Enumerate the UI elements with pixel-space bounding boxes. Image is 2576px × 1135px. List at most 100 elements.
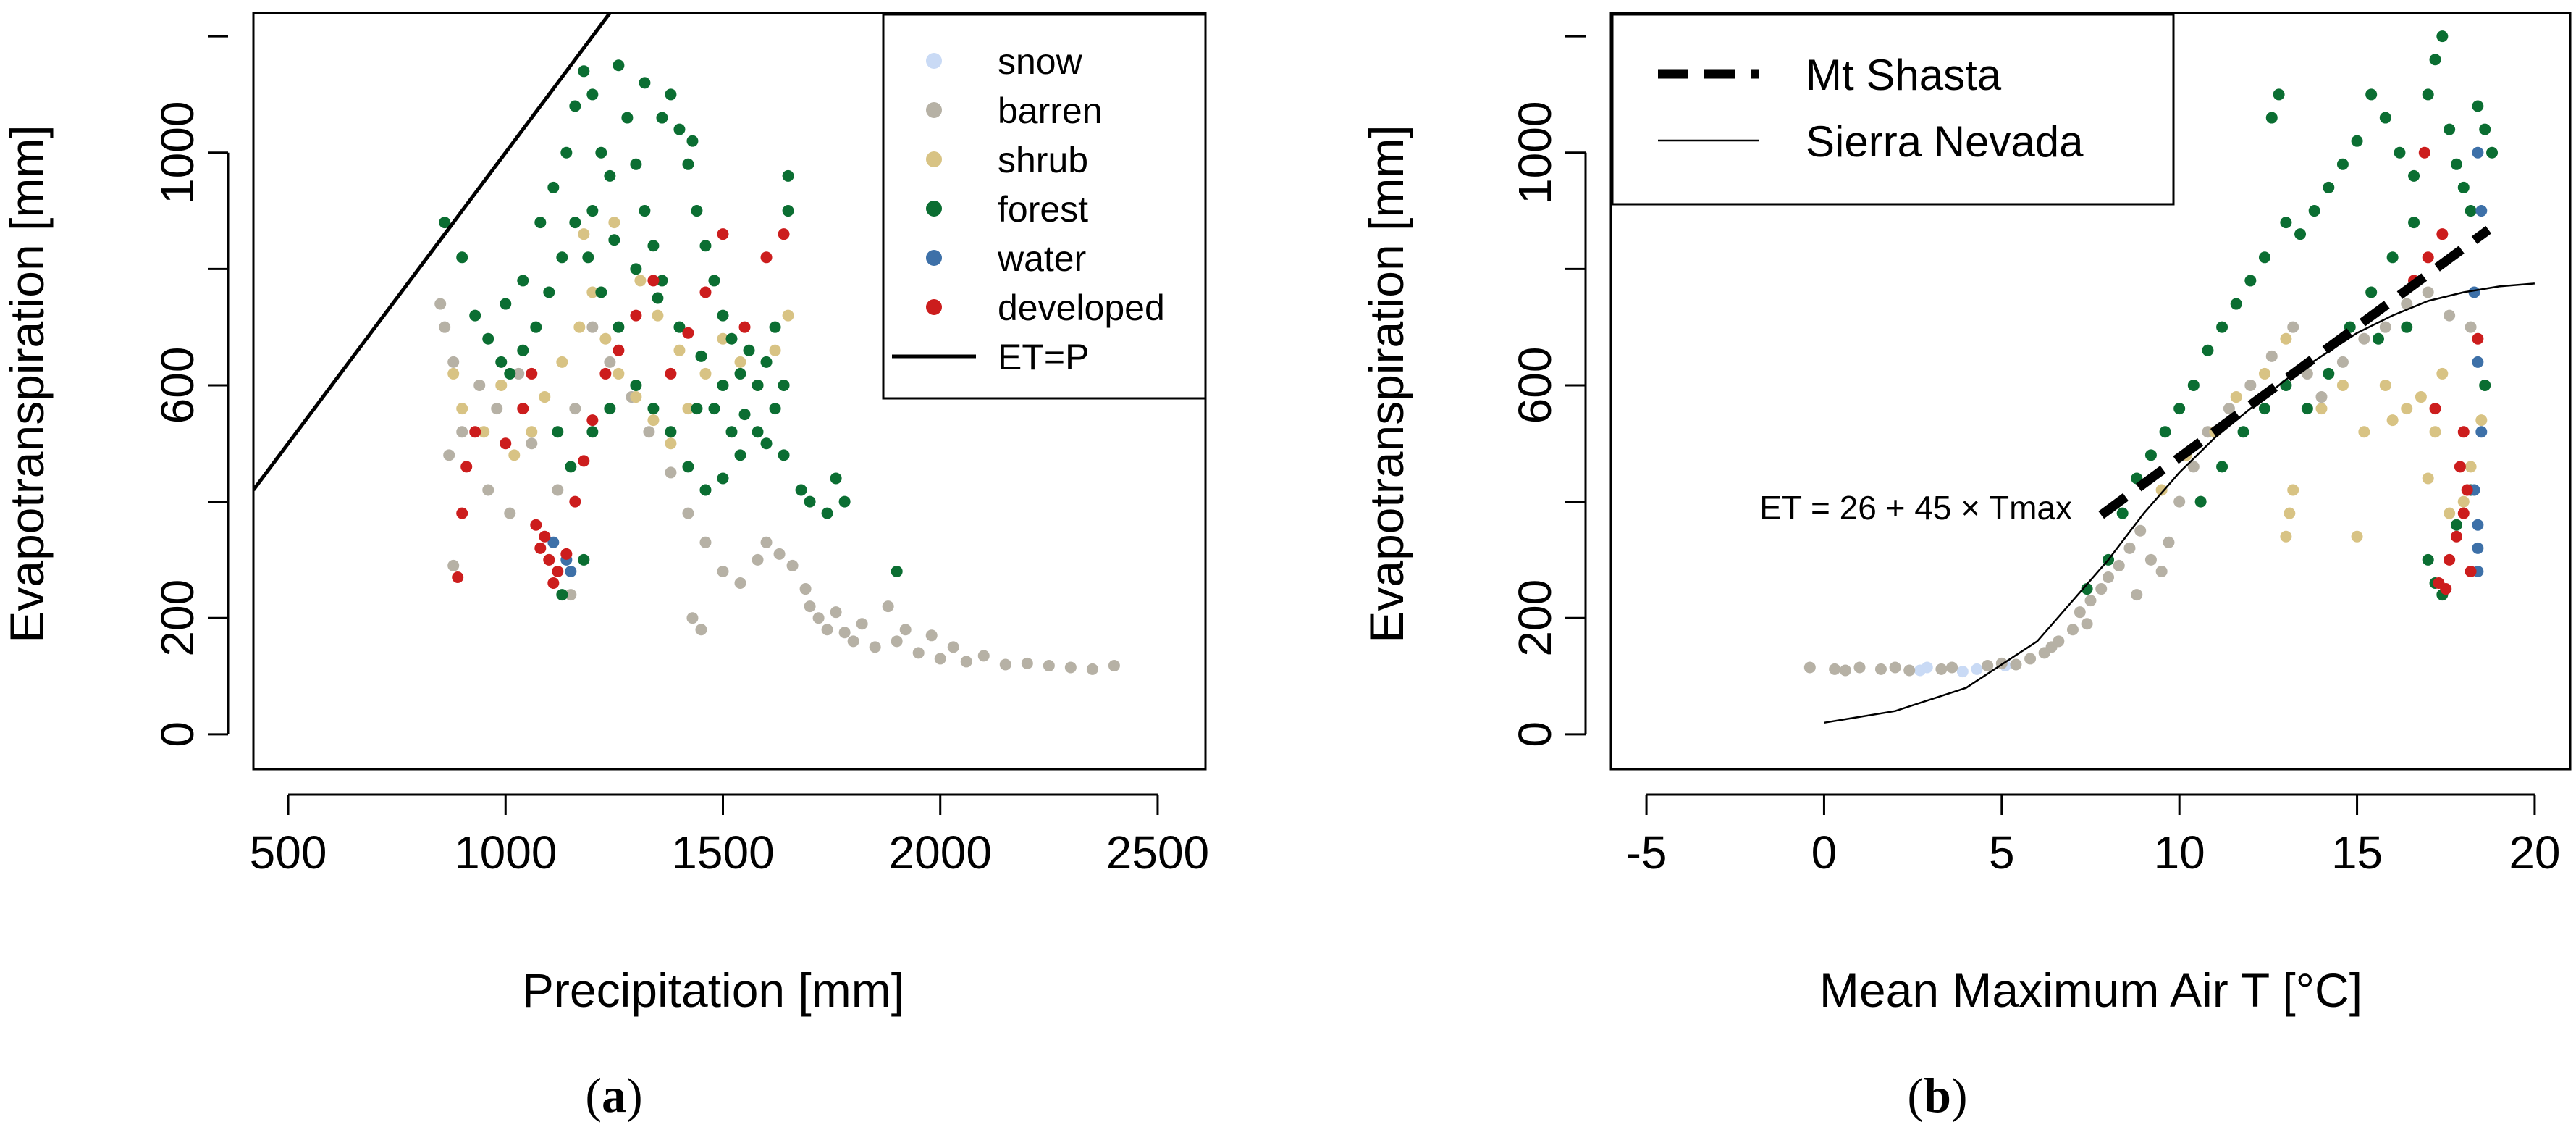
panel-a-point-forest bbox=[647, 240, 660, 252]
panel-a-point-forest bbox=[717, 379, 729, 391]
panel-b-point-forest bbox=[2408, 217, 2420, 229]
panel-a-point-water bbox=[547, 536, 560, 548]
panel-a-point-forest bbox=[586, 426, 599, 438]
panel-b-point-forest bbox=[2336, 158, 2349, 170]
panel-a-x-tick-label: 1000 bbox=[454, 826, 557, 879]
panel-b-point-barren bbox=[2095, 583, 2108, 595]
panel-a-legend-marker-barren bbox=[926, 102, 942, 118]
panel-b-point-shrub bbox=[2457, 495, 2470, 508]
panel-b-point-forest bbox=[2194, 495, 2207, 508]
panel-a-point-developed bbox=[682, 327, 694, 339]
panel-b-point-developed bbox=[2472, 332, 2484, 345]
panel-b-point-barren bbox=[2163, 536, 2175, 548]
panel-a-point-forest bbox=[838, 495, 851, 508]
panel-a-point-developed bbox=[569, 495, 581, 508]
panel-b-point-shrub bbox=[2415, 391, 2427, 403]
panel-a-point-shrub bbox=[717, 332, 729, 345]
panel-a-point-barren bbox=[482, 484, 494, 496]
panel-a-x-tick-label: 500 bbox=[250, 826, 327, 879]
panel-a-point-forest bbox=[630, 158, 642, 170]
panel-b-x-tick-label: -5 bbox=[1626, 826, 1667, 879]
panel-a-point-forest bbox=[534, 217, 547, 229]
panel-a-point-forest bbox=[560, 146, 573, 159]
panel-a-point-forest bbox=[695, 350, 707, 362]
panel-b-point-snow bbox=[1956, 666, 1969, 678]
panel-a-point-forest bbox=[500, 298, 512, 310]
panel-b-point-forest bbox=[2429, 54, 2441, 66]
panel-a-point-barren bbox=[847, 635, 859, 648]
panel-b-point-developed bbox=[2457, 426, 2470, 438]
panel-a-point-barren bbox=[513, 367, 525, 380]
panel-a-point-forest bbox=[782, 205, 794, 217]
panel-b-point-forest bbox=[2386, 251, 2399, 264]
panel-b-legend-label-sierra-nevada: Sierra Nevada bbox=[1806, 117, 2084, 166]
panel-b-x-tick-label: 20 bbox=[2509, 826, 2560, 879]
panel-b-label-close: ) bbox=[1951, 1068, 1968, 1123]
panel-b-point-shrub bbox=[2280, 530, 2292, 543]
panel-a-x-axis-label: Precipitation [mm] bbox=[522, 963, 904, 1017]
panel-b-point-forest bbox=[2465, 205, 2477, 217]
panel-b-label-open: ( bbox=[1907, 1068, 1924, 1123]
panel-b-point-developed bbox=[2461, 484, 2473, 496]
panel-a-legend-label-forest: forest bbox=[998, 189, 1088, 230]
panel-b-point-barren bbox=[2045, 641, 2058, 653]
panel-a-point-barren bbox=[586, 321, 599, 333]
panel-a-point-forest bbox=[769, 403, 781, 415]
panel-b-point-developed bbox=[2422, 251, 2434, 264]
panel-a-point-shrub bbox=[699, 367, 712, 380]
panel-b-point-forest bbox=[2202, 344, 2214, 356]
panel-b-point-barren bbox=[2173, 495, 2186, 508]
panel-a-point-shrub bbox=[573, 321, 586, 333]
panel-a-point-forest bbox=[578, 65, 590, 78]
panel-a-point-barren bbox=[1064, 661, 1077, 674]
panel-a-point-barren bbox=[491, 403, 503, 415]
panel-b-point-forest bbox=[2159, 426, 2171, 438]
panel-b-point-developed bbox=[2433, 577, 2445, 590]
panel-a-point-barren bbox=[473, 379, 486, 391]
panel-a-point-developed bbox=[578, 455, 590, 467]
panel-b-point-barren bbox=[1903, 664, 1916, 677]
panel-a-point-forest bbox=[582, 251, 594, 264]
panel-a-point-forest bbox=[578, 553, 590, 566]
panel-a-point-forest bbox=[595, 286, 607, 298]
panel-b-point-water bbox=[2475, 205, 2488, 217]
panel-a-point-forest bbox=[556, 589, 568, 601]
panel-a-point-developed bbox=[543, 553, 555, 566]
panel-a-point-forest bbox=[543, 286, 555, 298]
panel-b-point-barren bbox=[2223, 403, 2235, 415]
panel-a-point-barren bbox=[1043, 660, 1055, 672]
panel-b-point-forest bbox=[2216, 321, 2228, 333]
panel-a-point-forest bbox=[769, 321, 781, 333]
panel-a-point-shrub bbox=[734, 356, 746, 368]
panel-a-point-barren bbox=[882, 600, 894, 613]
panel-a-point-forest bbox=[517, 275, 529, 287]
panel-a-point-developed bbox=[547, 577, 560, 590]
panel-a-point-barren bbox=[830, 606, 842, 619]
panel-b-point-barren bbox=[1829, 663, 1841, 675]
panel-a-point-shrub bbox=[782, 309, 794, 322]
panel-b-point-barren bbox=[2081, 618, 2093, 630]
panel-b-point-shrub bbox=[2284, 507, 2296, 519]
panel-a-point-barren bbox=[821, 624, 833, 636]
panel-a-point-forest bbox=[778, 379, 790, 391]
panel-a-point-forest bbox=[795, 484, 807, 496]
panel-a-point-forest bbox=[734, 367, 746, 380]
panel-b-point-forest bbox=[2450, 519, 2462, 531]
panel-b-point-forest bbox=[2187, 379, 2200, 391]
panel-a-point-shrub bbox=[599, 332, 612, 345]
panel-a-point-barren bbox=[604, 356, 616, 368]
panel-a-point-forest bbox=[639, 77, 651, 89]
panel-a-legend-label-shrub: shrub bbox=[998, 140, 1088, 180]
panel-a-point-forest bbox=[504, 367, 516, 380]
panel-a-point-shrub bbox=[682, 403, 694, 415]
panel-a-point-barren bbox=[838, 627, 851, 639]
panel-a-point-barren bbox=[443, 449, 455, 461]
panel-a-point-shrub bbox=[613, 367, 625, 380]
panel-a-point-barren bbox=[786, 559, 799, 571]
panel-a-point-forest bbox=[456, 251, 468, 264]
panel-a-point-developed bbox=[599, 367, 612, 380]
panel-b-point-forest bbox=[2323, 367, 2335, 380]
panel-a-point-forest bbox=[656, 112, 668, 124]
panel-a-point-forest bbox=[547, 181, 560, 193]
panel-a-point-developed bbox=[778, 228, 790, 240]
